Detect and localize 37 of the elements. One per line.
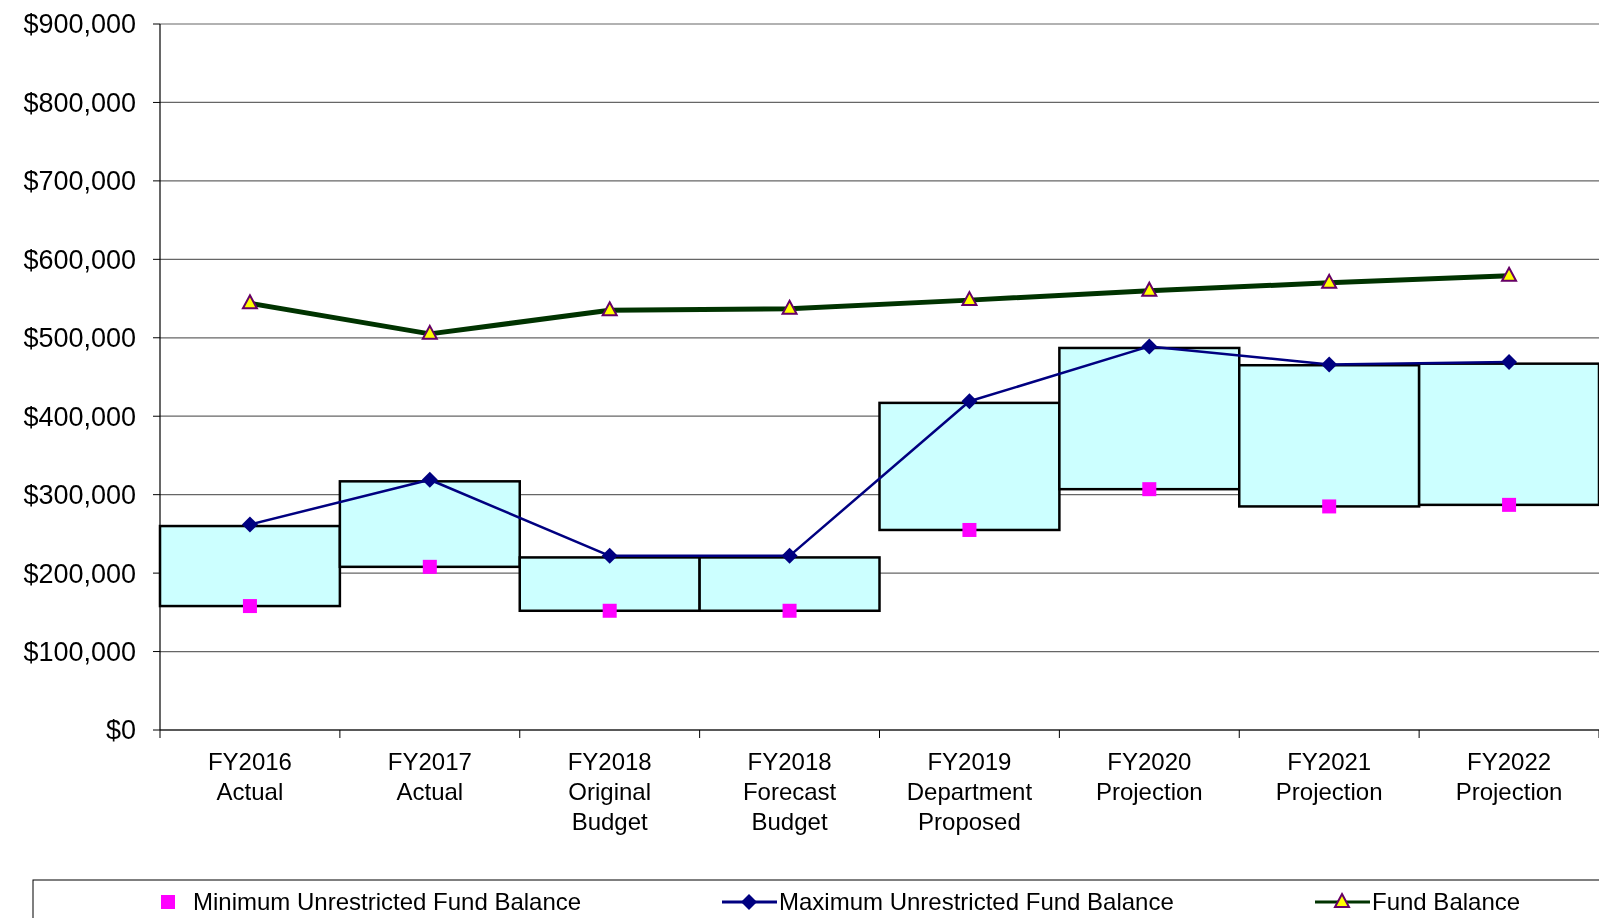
y-tick-label: $100,000 — [23, 637, 136, 668]
y-tick-label: $500,000 — [23, 323, 136, 354]
x-tick-label: FY2019 Department Proposed — [906, 748, 1033, 835]
y-tick-label: $200,000 — [23, 558, 136, 589]
x-tick-label: FY2022 Projection — [1455, 748, 1563, 805]
y-tick-label: $300,000 — [23, 480, 136, 511]
point — [601, 547, 618, 564]
x-tick-label: FY2018 Original Budget — [567, 748, 652, 835]
x-tick-label: FY2017 Actual — [387, 748, 472, 805]
y-tick-label: $900,000 — [23, 9, 136, 40]
x-tick-label: FY2018 Forecast Budget — [742, 748, 837, 835]
x-tick-label: FY2020 Projection — [1095, 748, 1203, 805]
legend-label: Fund Balance — [1372, 888, 1521, 916]
point — [1142, 482, 1157, 497]
point — [421, 471, 438, 488]
point — [781, 547, 798, 564]
point — [961, 393, 978, 410]
point — [962, 522, 977, 537]
legend-label: Minimum Unrestricted Fund Balance — [193, 888, 582, 916]
point — [1322, 499, 1337, 514]
point — [242, 599, 257, 614]
y-tick-label: $800,000 — [23, 87, 136, 118]
y-tick-label: $700,000 — [23, 166, 136, 197]
legend-label: Maximum Unrestricted Fund Balance — [779, 888, 1174, 916]
point — [1321, 356, 1338, 373]
y-tick-label: $400,000 — [23, 401, 136, 432]
y-tick-label: $600,000 — [23, 244, 136, 275]
x-tick-label: FY2021 Projection — [1275, 748, 1383, 805]
point — [422, 559, 437, 574]
point — [1141, 338, 1158, 355]
point — [602, 603, 617, 618]
point — [241, 516, 258, 533]
point — [1501, 354, 1518, 371]
x-tick-label: FY2016 Actual — [207, 748, 292, 805]
y-tick-label: $0 — [105, 715, 136, 746]
point — [1502, 497, 1517, 512]
point — [782, 603, 797, 618]
